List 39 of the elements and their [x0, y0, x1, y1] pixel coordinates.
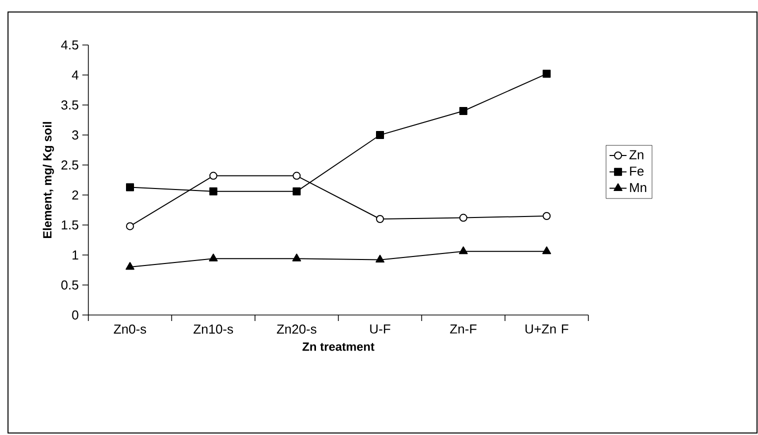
point: [458, 246, 468, 254]
point: [542, 212, 551, 220]
y-tick-label: 4.5: [61, 40, 78, 50]
y-tick-label: 0: [72, 310, 78, 320]
y-axis-title: Element, mg/ Kg soil: [42, 122, 54, 238]
y-tick-label: 2.5: [61, 160, 78, 170]
x-tick-label: Zn20-s: [276, 324, 316, 334]
y-tick-label: 3: [72, 130, 78, 140]
point: [208, 254, 218, 262]
point: [376, 130, 384, 139]
point: [459, 106, 468, 115]
y-tick-label: 0.5: [61, 280, 78, 290]
legend-label: Mn: [630, 183, 646, 192]
y-tick-label: 1: [72, 250, 78, 260]
x-axis-title: Zn treatment: [302, 342, 374, 351]
point: [376, 214, 384, 223]
y-tick-label: 1.5: [62, 220, 78, 230]
point: [126, 222, 134, 230]
legend-label: Zn: [629, 150, 644, 160]
y-tick-label: 2: [72, 190, 78, 200]
x-tick-label: Zn0-s: [114, 324, 146, 334]
point: [292, 172, 301, 180]
point: [209, 187, 218, 196]
point: [459, 214, 468, 222]
point: [209, 172, 218, 180]
point: [126, 183, 134, 192]
y-tick-label: 3.5: [61, 100, 78, 110]
point: [542, 246, 552, 254]
point: [292, 254, 302, 262]
x-tick-label: Zn10-s: [194, 324, 234, 334]
x-tick-label: U-F: [370, 324, 390, 334]
x-tick-label: U+Zn F: [526, 324, 568, 334]
point: [126, 262, 134, 270]
point: [542, 70, 551, 78]
x-tick-label: Zn-F: [450, 324, 476, 334]
point: [376, 254, 384, 263]
point: [292, 187, 301, 196]
y-tick-label: 4: [72, 70, 78, 80]
legend-label: Fe: [630, 166, 644, 176]
